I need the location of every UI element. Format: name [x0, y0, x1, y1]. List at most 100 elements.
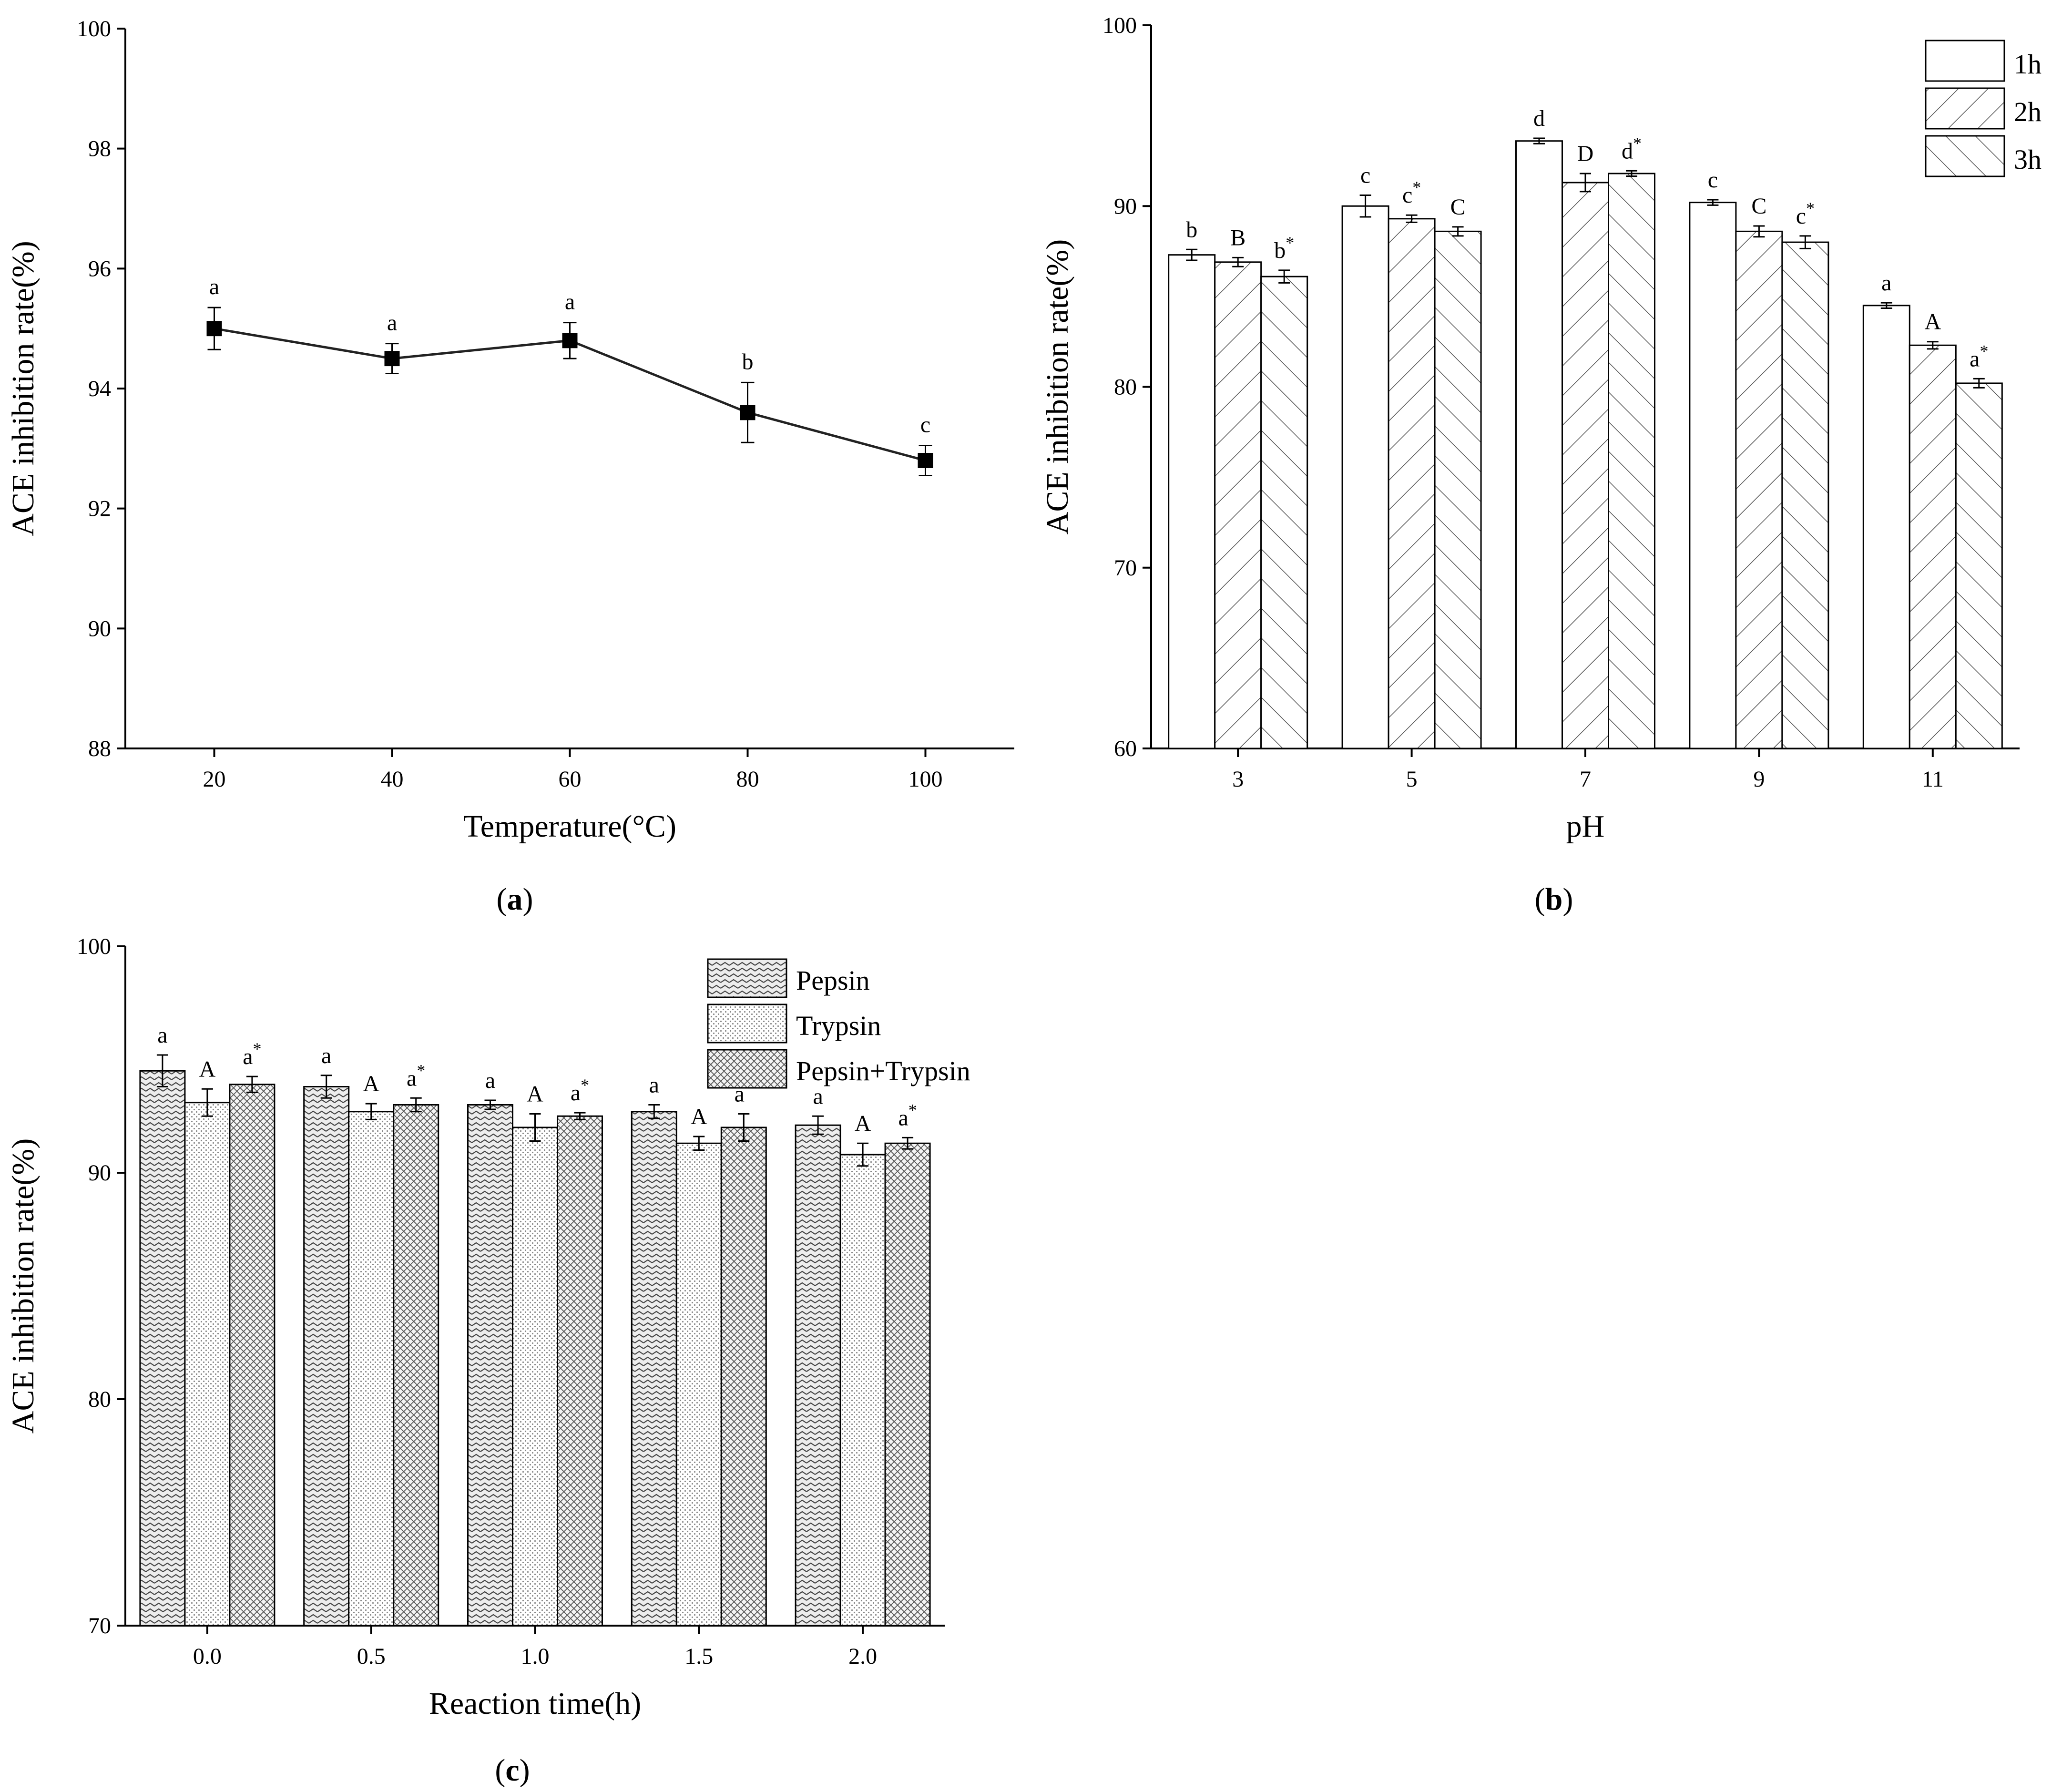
bar-1h	[1341, 205, 1389, 749]
significance-letter: a	[1881, 270, 1891, 296]
bar-pepsin-trypsin	[229, 1084, 276, 1627]
significance-letter: A	[1924, 309, 1941, 335]
x-axis-title: pH	[1566, 809, 1605, 844]
letter-text: A	[691, 1104, 707, 1129]
y-tick-label: 90	[88, 1160, 111, 1186]
bar-pepsin-trypsin	[393, 1104, 439, 1627]
letter-text: C	[1450, 195, 1466, 220]
significance-letter: b	[1186, 217, 1197, 242]
significance-letter: a*	[898, 1100, 917, 1130]
letter-text: c	[1708, 167, 1718, 193]
y-tick-label: 100	[1102, 13, 1137, 38]
x-tick-label: 1.0	[521, 1644, 550, 1669]
letter-text: a	[649, 1073, 659, 1098]
letter-text: a	[485, 1068, 495, 1093]
letter-text: b	[1274, 238, 1286, 263]
legend-label: 1h	[2014, 49, 2042, 80]
significance-letter: a	[209, 274, 219, 299]
significance-letter: a*	[571, 1075, 589, 1106]
bar-pepsin	[467, 1104, 513, 1627]
y-axis-title: ACE inhibition rate(%)	[1040, 239, 1075, 535]
significance-letter: a	[649, 1073, 659, 1098]
y-tick-label: 70	[1114, 555, 1137, 581]
y-tick-label: 94	[88, 376, 111, 401]
significance-letter: b*	[1274, 233, 1294, 263]
x-tick-label: 7	[1580, 767, 1591, 792]
bar-pepsin-trypsin	[720, 1126, 767, 1627]
significance-letter: a*	[407, 1061, 425, 1091]
significance-letter: a	[813, 1084, 823, 1109]
caption-paren-open: (	[1535, 882, 1545, 917]
significance-letter: a*	[1970, 341, 1988, 371]
data-point	[206, 321, 222, 337]
data-point	[562, 333, 578, 348]
caption-paren-close: )	[523, 882, 533, 917]
x-tick-label: 80	[736, 767, 759, 792]
bar-2h	[1388, 218, 1436, 749]
letter-text: a	[157, 1023, 167, 1048]
letter-text: a	[898, 1105, 908, 1130]
legend-label: Trypsin	[796, 1010, 881, 1041]
star-marker: *	[1806, 199, 1815, 218]
x-axis-title: Temperature(°C)	[463, 809, 676, 844]
y-tick-label: 96	[88, 256, 111, 281]
legend-swatch	[707, 1049, 787, 1089]
bar-3h	[1781, 241, 1829, 749]
x-tick-label: 9	[1753, 767, 1765, 792]
star-marker: *	[1412, 178, 1421, 197]
letter-text: c	[1796, 204, 1806, 229]
letter-text: d	[1533, 106, 1545, 131]
x-tick-label: 40	[381, 767, 404, 792]
bar-2h	[1214, 261, 1262, 749]
legend-swatch	[1925, 40, 2005, 82]
bar-pepsin	[139, 1070, 186, 1627]
letter-text: d	[1622, 138, 1633, 164]
legend-swatch	[707, 1004, 787, 1044]
significance-letter: c*	[1796, 199, 1815, 229]
bar-3h	[1608, 173, 1655, 749]
letter-text: a	[243, 1044, 253, 1069]
significance-letter: c*	[1402, 178, 1421, 208]
bar-pepsin-trypsin	[557, 1115, 603, 1627]
bar-trypsin	[512, 1126, 558, 1627]
bar-trypsin	[675, 1142, 722, 1627]
letter-text: a	[321, 1043, 331, 1068]
letter-text: a	[1881, 270, 1891, 296]
x-tick-label: 20	[203, 767, 226, 792]
significance-letter: a	[157, 1023, 167, 1048]
bar-trypsin	[184, 1102, 231, 1627]
legend-swatch	[1925, 135, 2005, 177]
y-tick-label: 100	[77, 934, 111, 959]
significance-letter: d*	[1622, 133, 1642, 164]
caption-paren-open: (	[497, 882, 507, 917]
significance-letter: A	[199, 1056, 216, 1082]
y-tick-label: 92	[88, 496, 111, 522]
y-axis-title: ACE inhibition rate(%)	[6, 1138, 41, 1434]
bar-pepsin	[631, 1111, 677, 1627]
letter-text: A	[855, 1111, 871, 1136]
star-marker: *	[253, 1039, 262, 1058]
y-tick-label: 88	[88, 736, 111, 761]
legend-label: 3h	[2014, 144, 2042, 175]
star-marker: *	[581, 1075, 589, 1095]
letter-text: B	[1230, 225, 1245, 250]
x-tick-label: 0.5	[357, 1644, 386, 1669]
caption-letter: a	[507, 882, 523, 917]
significance-letter: D	[1577, 141, 1594, 166]
significance-letter: a	[485, 1068, 495, 1093]
significance-letter: A	[527, 1082, 543, 1107]
caption-letter: b	[1545, 882, 1563, 917]
letter-text: a	[813, 1084, 823, 1109]
letter-text: D	[1577, 141, 1594, 166]
legend-label: 2h	[2014, 96, 2042, 127]
star-marker: *	[417, 1061, 425, 1080]
caption-paren-close: )	[1562, 882, 1573, 917]
significance-letter: d	[1533, 106, 1545, 131]
bar-1h	[1862, 305, 1910, 749]
significance-letter: A	[691, 1104, 707, 1129]
bar-2h	[1562, 182, 1609, 749]
letter-text: c	[1402, 183, 1412, 208]
significance-letter: a*	[243, 1039, 261, 1069]
